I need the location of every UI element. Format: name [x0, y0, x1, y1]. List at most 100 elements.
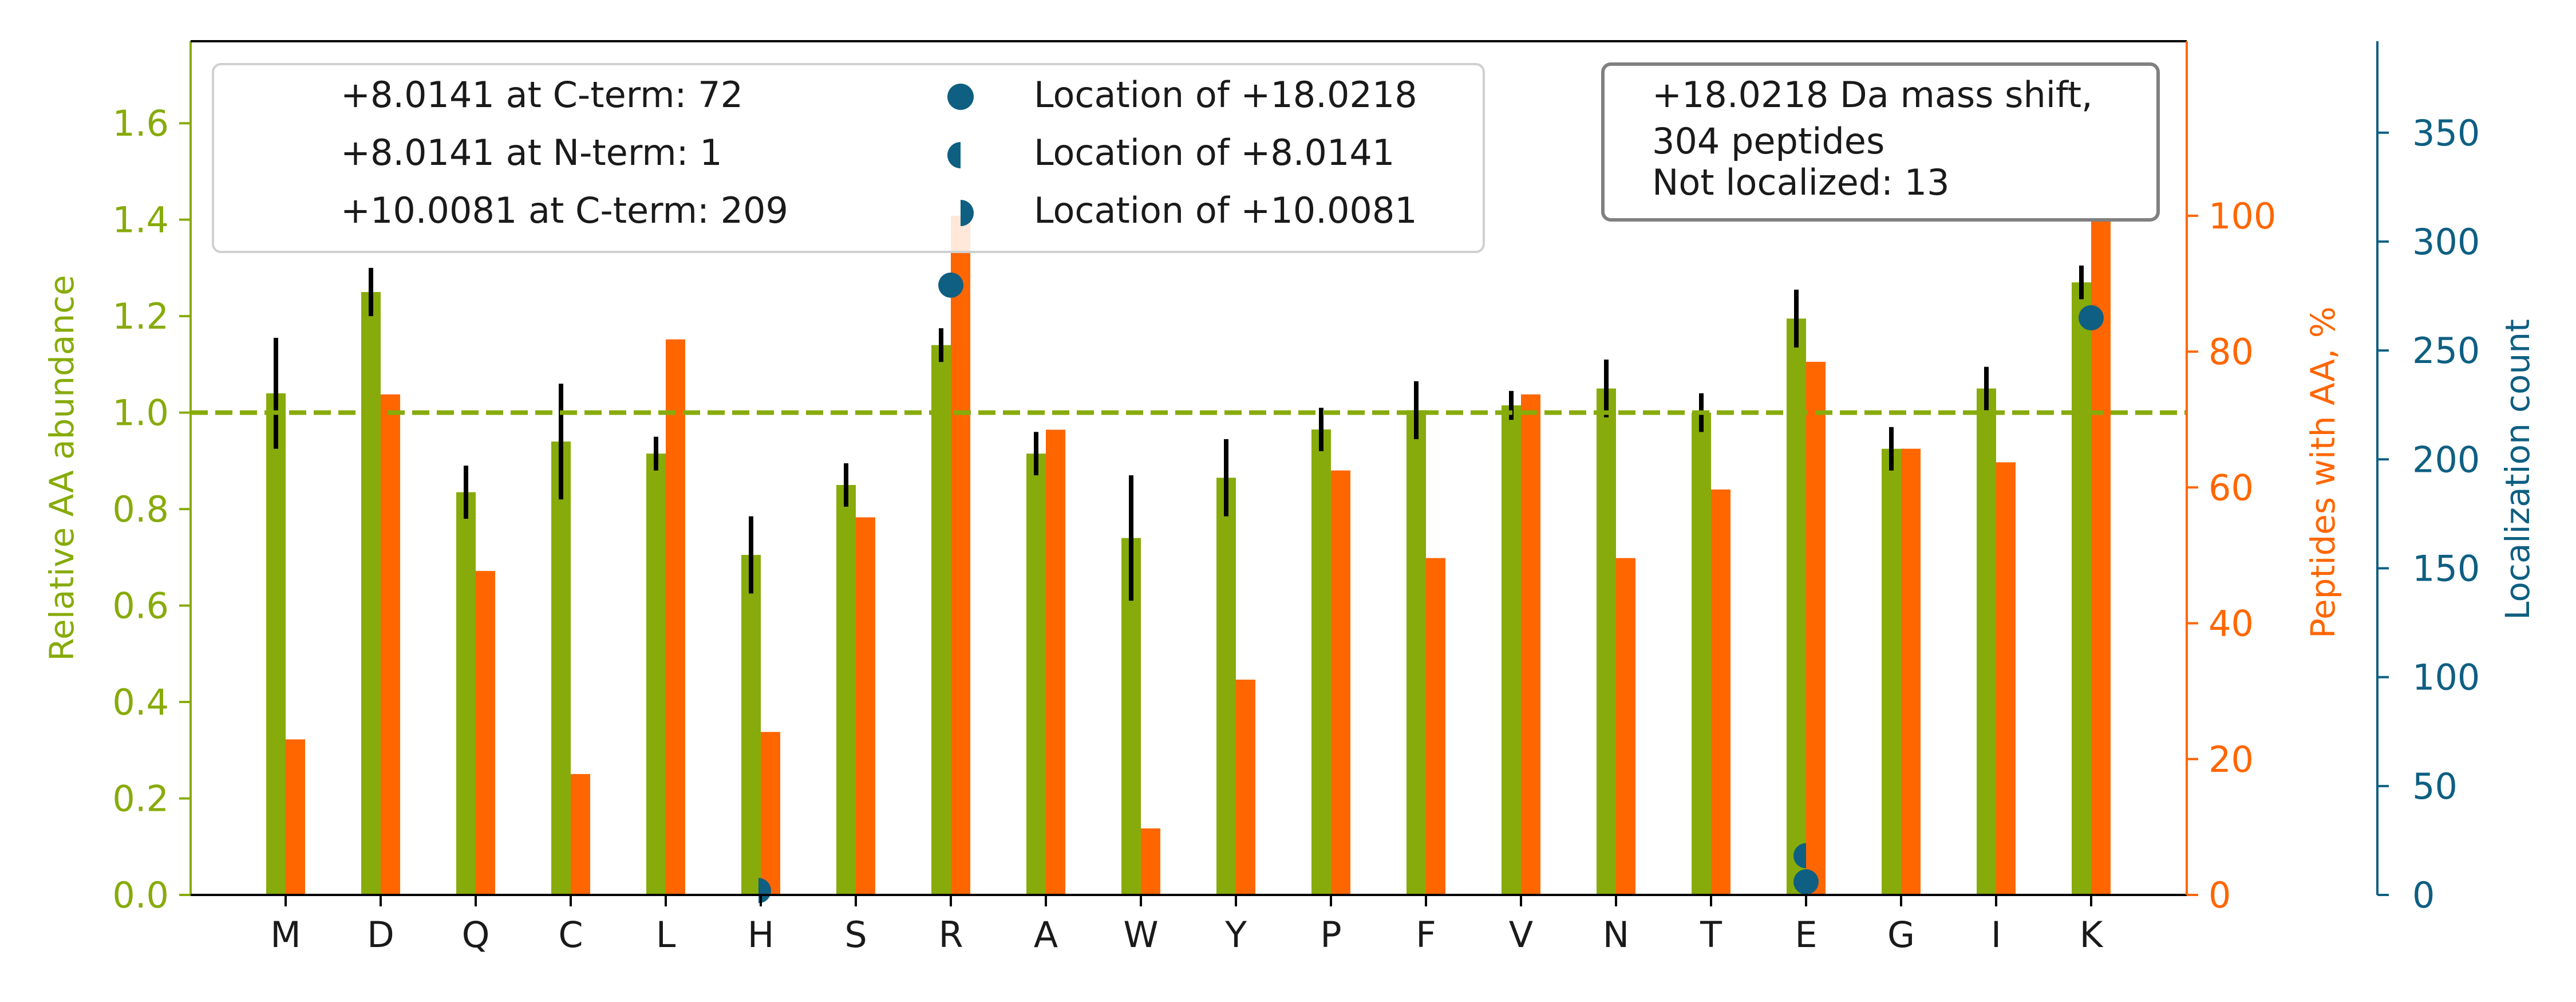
bar-peptides-T — [1711, 490, 1730, 895]
y-right-tick-label-60: 60 — [2208, 467, 2254, 508]
bar-abundance-Y — [1216, 478, 1236, 895]
legend-count-2: +8.0141 at N-term: 1 — [341, 132, 722, 173]
bar-abundance-R — [931, 345, 951, 895]
y-axis-label-right2: Localization count — [2498, 319, 2537, 620]
bar-abundance-F — [1406, 410, 1426, 895]
bar-peptides-W — [1141, 829, 1160, 895]
bar-peptides-D — [381, 395, 400, 895]
info-box-line-1: +18.0218 Da mass shift, — [1652, 74, 2093, 116]
legend: +8.0141 at C-term: 72 +8.0141 at N-term:… — [213, 64, 1484, 252]
bar-abundance-A — [1026, 453, 1046, 895]
x-tick-label-R: R — [938, 914, 963, 956]
legend-marker-label-2: Location of +8.0141 — [1034, 132, 1394, 173]
y-right2-tick-label-100: 100 — [2412, 657, 2480, 699]
y-left-tick-label-0.4: 0.4 — [112, 681, 169, 723]
bar-peptides-M — [286, 739, 305, 895]
bar-abundance-I — [1977, 389, 1996, 895]
x-tick-label-Y: Y — [1224, 914, 1247, 956]
bar-abundance-E — [1787, 318, 1806, 895]
bar-abundance-Q — [456, 492, 476, 895]
x-tick-label-S: S — [844, 914, 867, 956]
x-tick-label-K: K — [2080, 914, 2104, 956]
y-right2-tick-label-200: 200 — [2412, 439, 2480, 480]
y-right-tick-label-20: 20 — [2208, 739, 2254, 780]
localization-marker-E-3 — [1793, 869, 1819, 894]
y-left-tick-label-1.0: 1.0 — [112, 392, 169, 434]
x-tick-label-Q: Q — [462, 914, 490, 956]
y-right2-tick-label-0: 0 — [2412, 874, 2435, 916]
bar-peptides-G — [1901, 449, 1921, 895]
legend-count-1: +8.0141 at C-term: 72 — [341, 74, 743, 116]
localization-marker-K-1 — [2079, 305, 2104, 330]
x-tick-label-G: G — [1887, 914, 1915, 956]
legend-marker-1 — [947, 84, 974, 110]
y-left-tick-label-0.2: 0.2 — [112, 778, 169, 820]
y-left-tick-label-1.2: 1.2 — [112, 295, 169, 337]
y-left-tick-label-1.6: 1.6 — [112, 102, 169, 144]
bar-peptides-Y — [1236, 680, 1255, 895]
y-right2-tick-label-350: 350 — [2412, 112, 2480, 154]
bar-abundance-P — [1311, 429, 1331, 895]
bar-peptides-V — [1521, 395, 1540, 895]
info-box-line-3: Not localized: 13 — [1652, 161, 1950, 203]
bar-peptides-P — [1331, 471, 1350, 895]
bar-abundance-S — [836, 485, 856, 895]
x-tick-label-T: T — [1700, 914, 1722, 956]
x-tick-label-M: M — [270, 914, 301, 956]
bar-peptides-R — [951, 216, 970, 895]
info-box: +18.0218 Da mass shift, 304 peptides Not… — [1603, 64, 2158, 220]
y-right-tick-label-100: 100 — [2208, 195, 2276, 237]
info-box-line-2: 304 peptides — [1652, 120, 1884, 162]
bar-peptides-L — [666, 340, 685, 895]
x-tick-label-I: I — [1991, 914, 2001, 956]
legend-marker-label-3: Location of +10.0081 — [1034, 190, 1417, 231]
y-axis-label-left: Relative AA abundance — [42, 275, 81, 661]
x-tick-label-D: D — [367, 914, 394, 956]
legend-marker-label-1: Location of +18.0218 — [1034, 74, 1417, 116]
bar-peptides-C — [571, 774, 590, 895]
bar-abundance-N — [1597, 389, 1616, 895]
bar-peptides-F — [1426, 558, 1445, 895]
bar-abundance-V — [1502, 405, 1521, 895]
x-tick-label-C: C — [558, 914, 583, 956]
bar-peptides-I — [1996, 462, 2016, 895]
x-tick-label-P: P — [1320, 914, 1341, 956]
x-tick-label-V: V — [1509, 914, 1533, 956]
bar-abundance-C — [551, 441, 571, 895]
y-right2-tick-label-250: 250 — [2412, 330, 2480, 372]
bar-peptides-N — [1616, 558, 1635, 895]
bar-abundance-L — [646, 453, 666, 895]
bar-peptides-Q — [476, 571, 495, 895]
x-tick-label-H: H — [748, 914, 775, 956]
bar-abundance-K — [2072, 282, 2091, 895]
y-left-tick-label-0.0: 0.0 — [112, 874, 169, 916]
x-tick-label-E: E — [1795, 914, 1817, 956]
bar-peptides-A — [1046, 429, 1065, 895]
y-left-tick-label-1.4: 1.4 — [112, 199, 169, 241]
legend-count-3: +10.0081 at C-term: 209 — [341, 190, 788, 231]
bar-abundance-T — [1692, 413, 1711, 895]
y-right-tick-label-80: 80 — [2208, 331, 2254, 373]
y-left-tick-label-0.6: 0.6 — [112, 585, 169, 627]
bar-peptides-S — [856, 517, 875, 895]
y-left-tick-label-0.8: 0.8 — [112, 488, 169, 530]
bar-peptides-H — [761, 732, 780, 895]
x-tick-label-F: F — [1416, 914, 1436, 956]
y-right-tick-label-0: 0 — [2208, 874, 2231, 916]
x-tick-label-L: L — [656, 914, 676, 956]
y-right2-tick-label-50: 50 — [2412, 766, 2458, 807]
localization-marker-R-0 — [938, 273, 963, 298]
bar-abundance-M — [266, 393, 286, 895]
bar-peptides-E — [1806, 362, 1826, 895]
x-tick-label-N: N — [1603, 914, 1629, 956]
y-right2-tick-label-300: 300 — [2412, 221, 2480, 263]
x-tick-label-W: W — [1123, 914, 1158, 956]
bar-abundance-H — [741, 555, 761, 895]
y-right2-tick-label-150: 150 — [2412, 547, 2480, 589]
bar-abundance-G — [1882, 449, 1901, 895]
x-tick-label-A: A — [1034, 914, 1058, 956]
bar-abundance-D — [361, 292, 381, 895]
y-right-tick-label-40: 40 — [2208, 603, 2254, 645]
y-axis-label-right: Peptides with AA, % — [2304, 306, 2342, 638]
